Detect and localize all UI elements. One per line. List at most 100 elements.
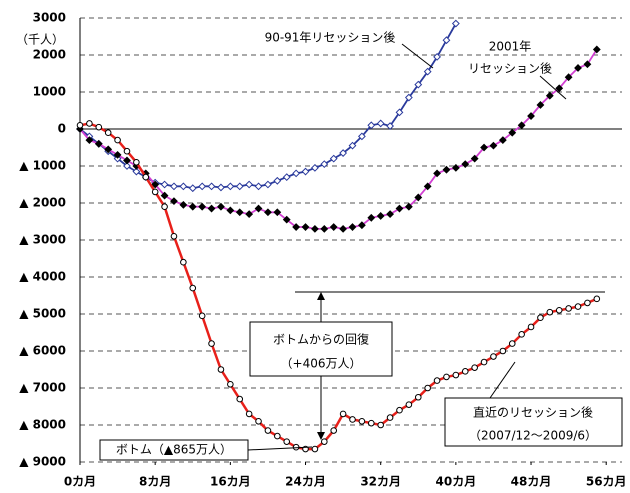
data-point bbox=[226, 182, 235, 191]
leader-line bbox=[247, 446, 313, 451]
data-point bbox=[236, 395, 244, 403]
data-point bbox=[292, 223, 301, 231]
data-point bbox=[498, 136, 507, 145]
data-point bbox=[396, 406, 403, 414]
data-point bbox=[255, 418, 262, 425]
y-tick-label: 0 bbox=[58, 122, 66, 136]
data-point bbox=[208, 340, 215, 347]
data-point bbox=[198, 182, 207, 191]
leader-line bbox=[489, 361, 516, 399]
y-tick-label: ▲ 3000 bbox=[19, 233, 66, 247]
data-point bbox=[443, 373, 450, 381]
leader-line bbox=[401, 43, 434, 69]
series-label: （2007/12～2009/6） bbox=[469, 429, 597, 443]
data-point bbox=[198, 312, 206, 320]
series-label: 直近のリセッション後 bbox=[473, 406, 593, 420]
data-point bbox=[160, 191, 169, 200]
data-point bbox=[546, 308, 554, 316]
data-point bbox=[207, 182, 216, 191]
data-point bbox=[527, 112, 535, 120]
data-point bbox=[583, 60, 592, 69]
data-point bbox=[217, 202, 225, 211]
data-point bbox=[217, 366, 225, 373]
data-point bbox=[433, 52, 441, 61]
data-point bbox=[376, 119, 385, 128]
data-point bbox=[348, 141, 357, 150]
data-point bbox=[395, 108, 404, 117]
data-point bbox=[367, 121, 376, 130]
data-point bbox=[170, 182, 178, 191]
data-point bbox=[470, 154, 479, 163]
data-point bbox=[113, 150, 122, 159]
data-point bbox=[574, 303, 582, 310]
series-label: 2001年 bbox=[489, 40, 532, 54]
y-tick-label: ▲ 1000 bbox=[19, 159, 66, 173]
y-tick-label: ▲ 2000 bbox=[19, 196, 66, 210]
data-point bbox=[123, 156, 131, 165]
data-point bbox=[180, 258, 187, 266]
arrow-head bbox=[317, 292, 325, 300]
x-tick-label: 48カ月 bbox=[511, 475, 552, 489]
data-point bbox=[189, 284, 197, 292]
data-point bbox=[226, 206, 235, 215]
data-point bbox=[339, 224, 348, 233]
data-point bbox=[198, 202, 207, 211]
data-point bbox=[104, 145, 113, 154]
data-point bbox=[451, 163, 460, 172]
data-point bbox=[386, 414, 394, 421]
data-point bbox=[282, 173, 291, 182]
data-point bbox=[405, 401, 413, 408]
y-tick-label: ▲ 5000 bbox=[19, 307, 66, 321]
data-point bbox=[367, 213, 376, 222]
data-point bbox=[227, 381, 234, 388]
data-point bbox=[283, 438, 291, 445]
data-point bbox=[160, 180, 169, 189]
data-point bbox=[461, 368, 469, 375]
data-point bbox=[339, 410, 347, 418]
data-point bbox=[188, 202, 197, 211]
data-point bbox=[254, 204, 263, 213]
data-point bbox=[311, 163, 319, 172]
data-point bbox=[414, 80, 423, 89]
data-point bbox=[170, 233, 178, 240]
data-point bbox=[404, 202, 413, 211]
data-point bbox=[367, 419, 375, 427]
data-point bbox=[235, 182, 244, 191]
data-point bbox=[245, 410, 253, 418]
plot-area bbox=[76, 19, 601, 453]
annotation-box bbox=[444, 397, 623, 447]
data-point bbox=[508, 340, 516, 347]
y-tick-label: 1000 bbox=[33, 85, 66, 99]
data-point bbox=[207, 204, 216, 213]
data-point bbox=[499, 347, 507, 355]
arrow-head bbox=[317, 432, 325, 440]
data-point bbox=[508, 128, 517, 137]
y-tick-label: ▲ 6000 bbox=[19, 344, 66, 358]
data-point bbox=[151, 188, 159, 196]
annotation: ボトム（▲865万人） bbox=[116, 443, 232, 457]
data-point bbox=[592, 45, 601, 54]
y-tick-label: ▲ 4000 bbox=[19, 270, 66, 284]
x-tick-label: 0カ月 bbox=[64, 475, 96, 489]
data-point bbox=[321, 438, 328, 445]
data-point bbox=[414, 193, 423, 202]
data-point bbox=[489, 141, 498, 150]
data-point bbox=[320, 224, 329, 233]
data-point bbox=[188, 184, 197, 193]
data-point bbox=[424, 384, 431, 392]
data-point bbox=[574, 64, 582, 72]
annotation-box bbox=[249, 321, 393, 377]
data-point bbox=[377, 421, 384, 429]
y-tick-label: ▲ 8000 bbox=[19, 418, 66, 432]
data-point bbox=[357, 132, 366, 141]
series-line bbox=[79, 48, 598, 230]
data-point bbox=[593, 295, 601, 303]
grid bbox=[79, 17, 622, 465]
data-point bbox=[151, 180, 160, 189]
data-point bbox=[76, 122, 84, 129]
x-tick-label: 8カ月 bbox=[139, 475, 171, 489]
x-tick-label: 24カ月 bbox=[285, 475, 326, 489]
data-point bbox=[357, 221, 366, 230]
data-point bbox=[517, 121, 526, 130]
